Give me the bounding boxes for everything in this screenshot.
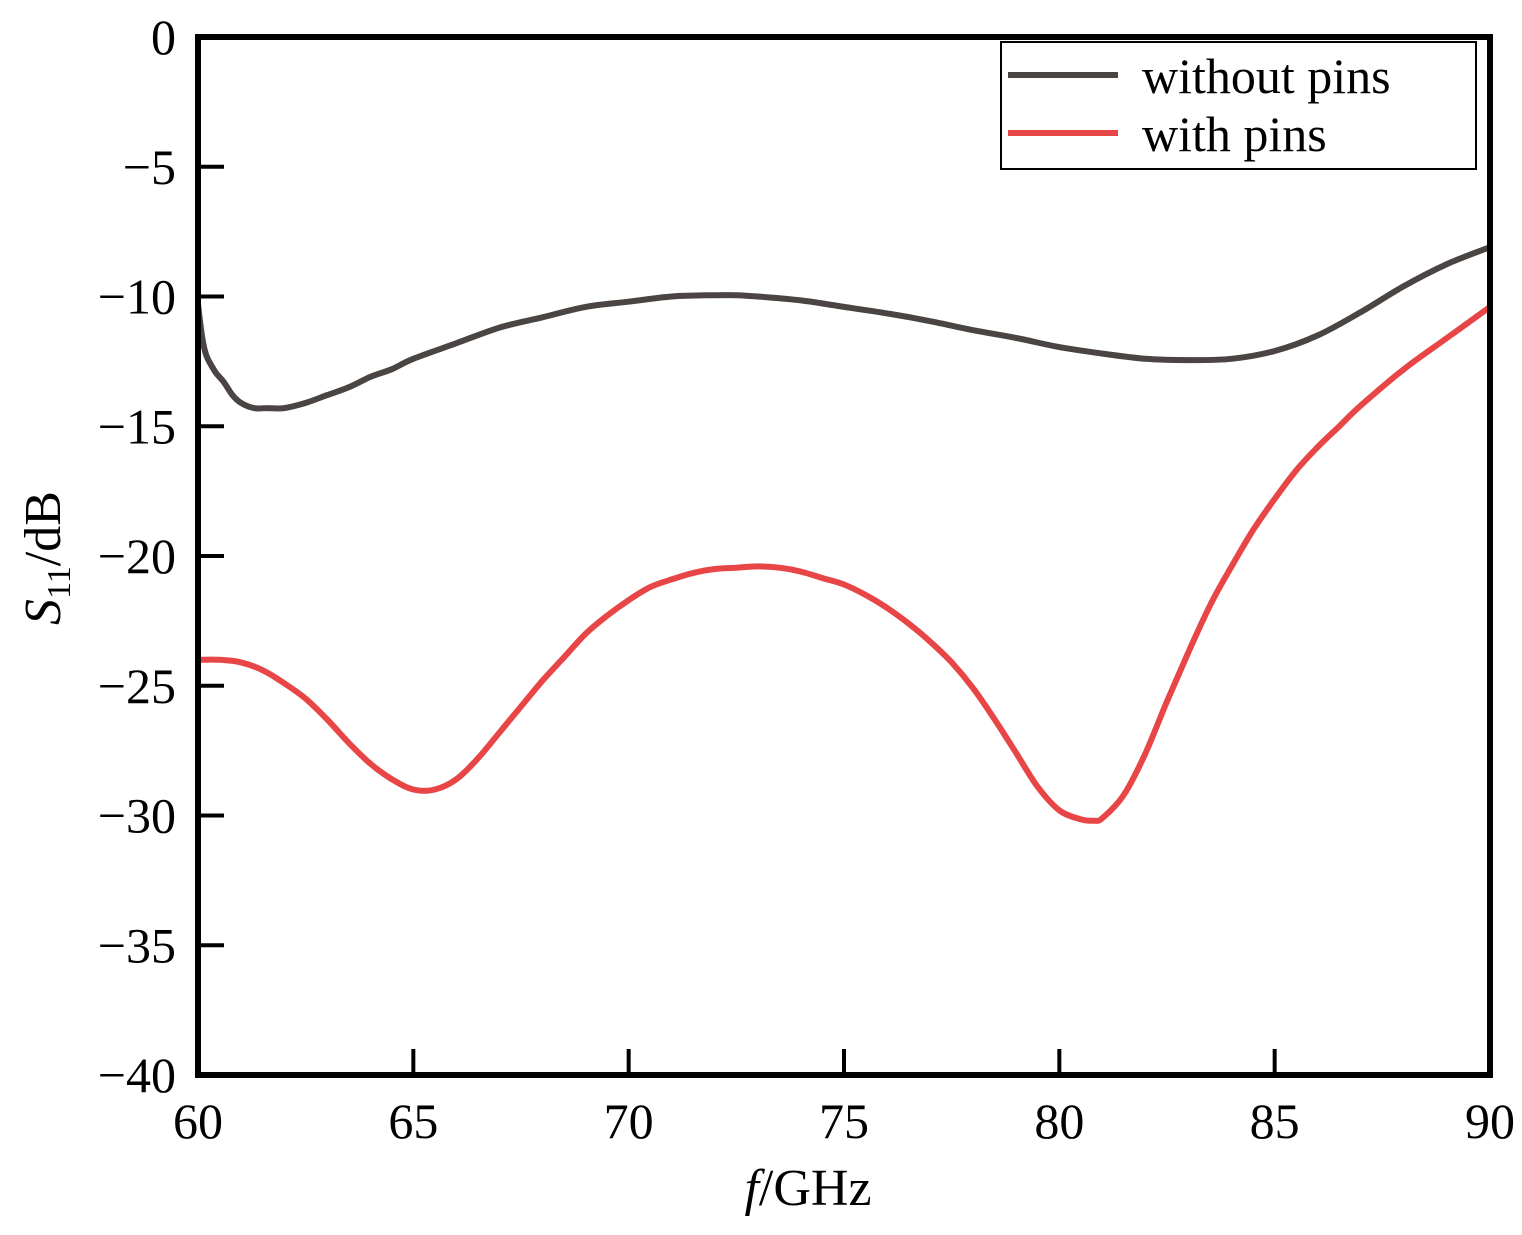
x-tick-label-75: 75 xyxy=(819,1093,869,1149)
x-tick-label-70: 70 xyxy=(604,1093,654,1149)
y-axis-title-italic: S xyxy=(15,599,72,625)
legend-label-with-pins: with pins xyxy=(1142,106,1327,162)
ticks-layer: 60 65 70 75 80 85 90 0 −5 −10 −15 −20 −25 −30 −35 −40 xyxy=(98,9,1515,1149)
y-axis-title: S11/dB xyxy=(15,491,78,625)
series-line-with-pins xyxy=(195,303,1493,824)
x-tick-label-85: 85 xyxy=(1250,1093,1300,1149)
y-tick-label--20: −20 xyxy=(98,528,176,584)
x-axis-title-unit: /GHz xyxy=(759,1160,872,1217)
series-line-without-pins xyxy=(195,244,1493,412)
y-axis-title-subscript: 11 xyxy=(41,566,78,599)
series-layer xyxy=(195,244,1493,824)
x-axis-title: f/GHz xyxy=(744,1160,871,1217)
x-tick-label-90: 90 xyxy=(1465,1093,1515,1149)
y-tick-label--5: −5 xyxy=(123,139,176,195)
y-tick-label--30: −30 xyxy=(98,788,176,844)
y-tick-label--15: −15 xyxy=(98,398,176,454)
y-tick-label--10: −10 xyxy=(98,269,176,325)
plot-frame xyxy=(195,34,1493,1078)
y-tick-label--40: −40 xyxy=(98,1047,176,1103)
x-tick-label-60: 60 xyxy=(173,1093,223,1149)
y-tick-label--25: −25 xyxy=(98,658,176,714)
x-tick-label-65: 65 xyxy=(388,1093,438,1149)
y-tick-label-0: 0 xyxy=(151,9,176,65)
legend-label-without-pins: without pins xyxy=(1142,48,1391,104)
y-axis-title-unit: /dB xyxy=(15,491,72,566)
legend: without pins with pins xyxy=(1000,41,1477,170)
legend-box xyxy=(1000,41,1477,170)
x-tick-label-80: 80 xyxy=(1034,1093,1084,1149)
y-tick-label--35: −35 xyxy=(98,917,176,973)
